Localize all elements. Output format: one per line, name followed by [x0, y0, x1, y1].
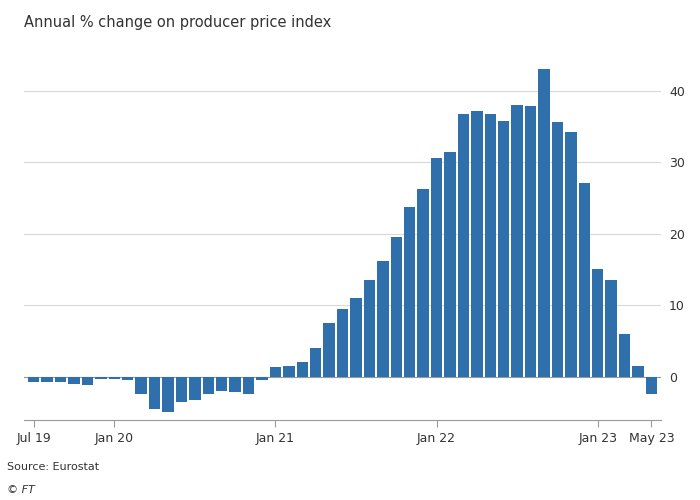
Bar	[310, 348, 321, 376]
Bar	[136, 376, 147, 394]
Bar	[28, 376, 39, 382]
Bar	[230, 376, 241, 392]
Bar	[284, 366, 295, 376]
Bar	[552, 122, 563, 376]
Bar	[525, 106, 536, 376]
Bar	[444, 152, 456, 376]
Bar	[471, 111, 482, 376]
Bar	[606, 280, 617, 376]
Bar	[323, 323, 335, 376]
Bar	[122, 376, 134, 380]
Text: Annual % change on producer price index: Annual % change on producer price index	[25, 15, 332, 30]
Bar	[189, 376, 201, 400]
Bar	[645, 376, 657, 394]
Bar	[176, 376, 187, 402]
Bar	[95, 376, 106, 380]
Bar	[82, 376, 93, 385]
Bar	[162, 376, 174, 412]
Bar	[69, 376, 80, 384]
Bar	[632, 366, 644, 376]
Bar	[538, 70, 550, 376]
Bar	[498, 121, 510, 376]
Bar	[592, 270, 603, 376]
Bar	[55, 376, 66, 382]
Bar	[41, 376, 53, 382]
Bar	[243, 376, 254, 394]
Text: © FT: © FT	[7, 485, 35, 495]
Bar	[337, 309, 349, 376]
Bar	[458, 114, 469, 376]
Bar	[364, 280, 375, 376]
Bar	[619, 334, 630, 376]
Bar	[431, 158, 442, 376]
Bar	[579, 183, 590, 376]
Bar	[297, 362, 308, 376]
Bar	[417, 190, 429, 376]
Bar	[108, 376, 120, 380]
Text: Source: Eurostat: Source: Eurostat	[7, 462, 99, 472]
Bar	[377, 261, 388, 376]
Bar	[404, 208, 415, 376]
Bar	[565, 132, 577, 376]
Bar	[391, 238, 402, 376]
Bar	[202, 376, 214, 394]
Bar	[484, 114, 496, 376]
Bar	[216, 376, 228, 391]
Bar	[149, 376, 160, 409]
Bar	[350, 298, 362, 376]
Bar	[270, 366, 281, 376]
Bar	[256, 376, 267, 380]
Bar	[512, 105, 523, 376]
